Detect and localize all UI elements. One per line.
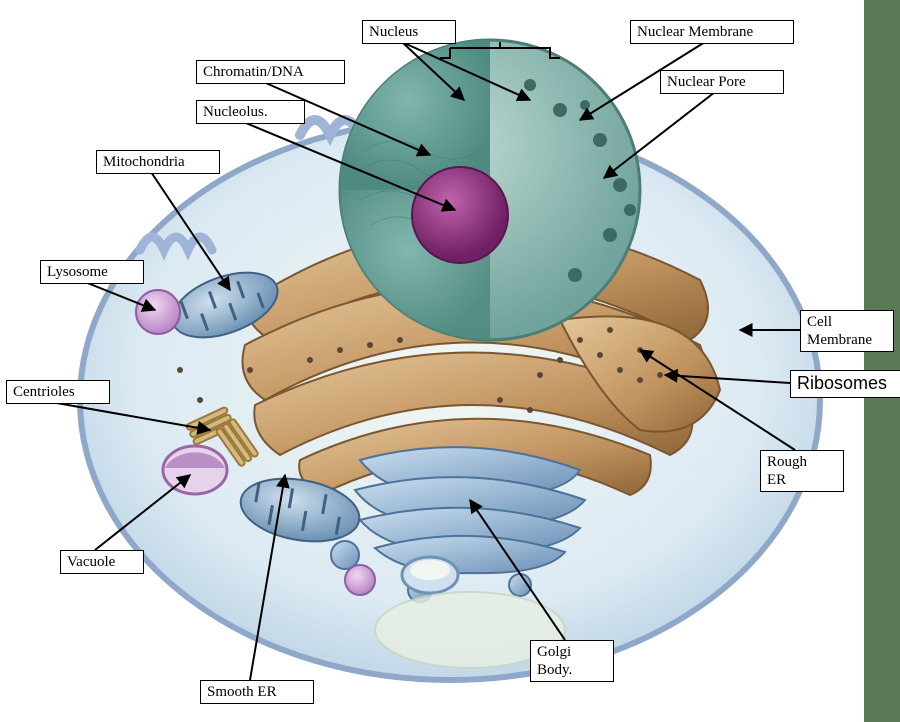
label-cell-membrane: Cell Membrane: [800, 310, 894, 352]
nucleus: [340, 40, 640, 340]
label-nucleus: Nucleus: [362, 20, 456, 44]
label-rough-er: Rough ER: [760, 450, 844, 492]
label-smooth-er: Smooth ER: [200, 680, 314, 704]
vacuole: [163, 446, 227, 494]
label-centrioles: Centrioles: [6, 380, 110, 404]
lysosome: [136, 290, 180, 334]
label-golgi: Golgi Body.: [530, 640, 614, 682]
label-ribosomes: Ribosomes: [790, 370, 900, 398]
label-mitochondria: Mitochondria: [96, 150, 220, 174]
label-nuclear-membrane: Nuclear Membrane: [630, 20, 794, 44]
label-chromatin: Chromatin/DNA: [196, 60, 345, 84]
label-vacuole: Vacuole: [60, 550, 144, 574]
cell-diagram: [0, 0, 900, 722]
label-nucleolus: Nucleolus.: [196, 100, 305, 124]
label-nuclear-pore: Nuclear Pore: [660, 70, 784, 94]
label-lysosome: Lysosome: [40, 260, 144, 284]
vesicle-small: [345, 565, 375, 595]
vesicle-open: [402, 557, 458, 593]
